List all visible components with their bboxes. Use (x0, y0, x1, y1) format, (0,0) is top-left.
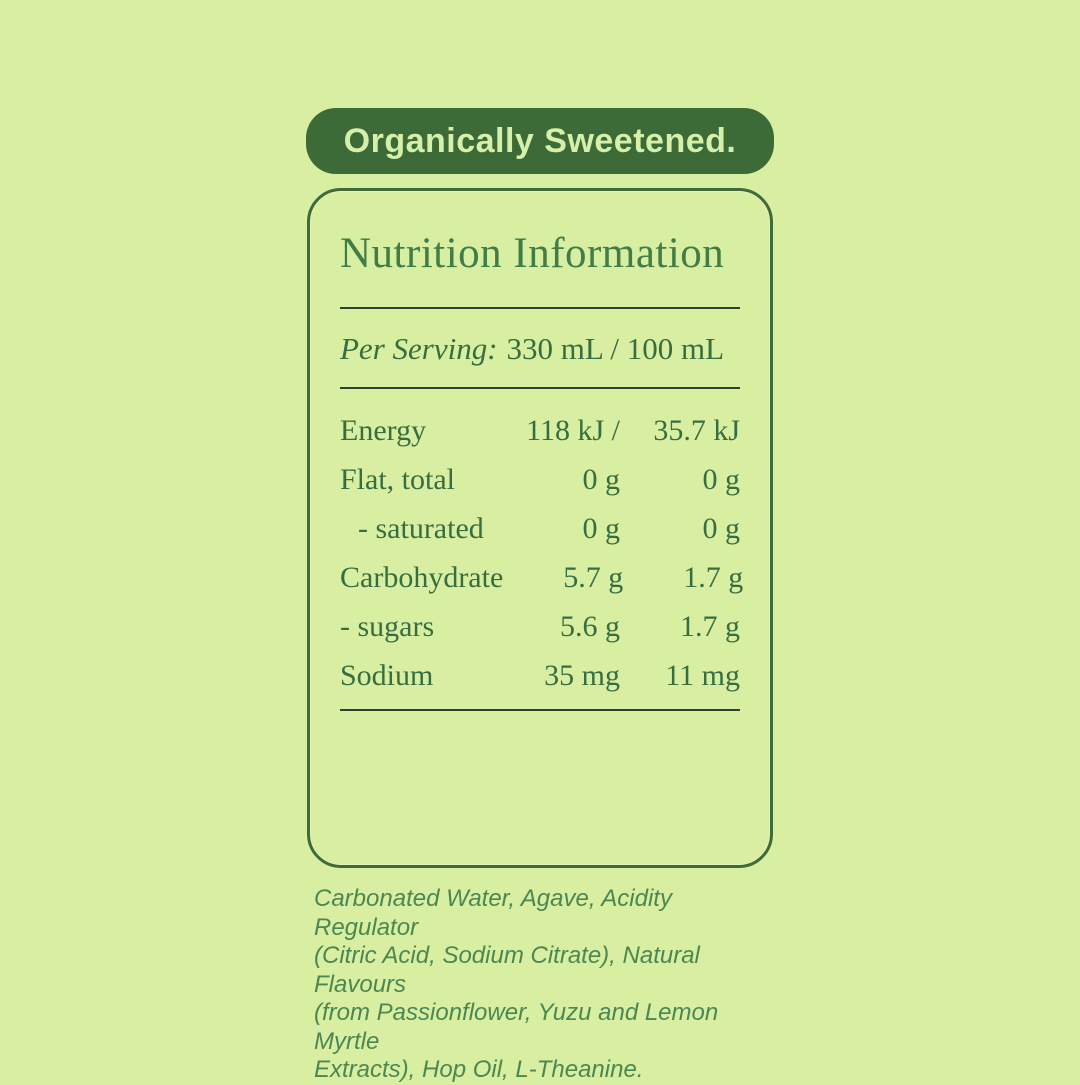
row-value-per-100ml: 1.7 g (680, 610, 740, 643)
row-label: Sodium (340, 659, 434, 692)
row-value-per-100ml: 11 mg (665, 659, 740, 692)
row-value-per-100ml: 1.7 g (683, 561, 744, 594)
badge-label: Organically Sweetened. (343, 121, 737, 160)
table-row-energy: Energy 118 kJ / 35.7 kJ (340, 415, 740, 446)
row-value-per-100ml: 35.7 kJ (653, 414, 740, 447)
per-serving-value: 330 mL / 100 mL (506, 331, 725, 366)
row-label: Flat, total (340, 463, 455, 496)
row-label: Energy (340, 414, 427, 447)
divider-top (340, 307, 740, 309)
per-serving-label: Per Serving: (340, 331, 498, 366)
table-row-fat-total: Flat, total 0 g 0 g (340, 464, 740, 495)
row-value-per-serving: 5.6 g (560, 610, 620, 643)
row-value-per-serving: 0 g (582, 512, 621, 545)
panel-title: Nutrition Information (340, 230, 725, 277)
row-value-per-100ml: 0 g (702, 512, 741, 545)
table-row-saturated: - saturated 0 g 0 g (340, 513, 740, 544)
ingredients-text: Carbonated Water, Agave, Acidity Regulat… (314, 885, 719, 1083)
row-value-per-serving: 5.7 g (563, 561, 624, 594)
divider-middle (340, 387, 740, 389)
content-column: Organically Sweetened. Nutrition Informa… (306, 0, 774, 1085)
organically-sweetened-badge: Organically Sweetened. (306, 108, 774, 174)
nutrition-table: Energy 118 kJ / 35.7 kJ Flat, total 0 g … (340, 415, 744, 691)
row-label: Carbohydrate (340, 561, 504, 594)
per-serving-line: Per Serving: 330 mL / 100 mL (340, 329, 740, 369)
row-value-per-serving: 0 g (582, 463, 621, 496)
row-value-per-100ml: 0 g (702, 463, 741, 496)
row-value-per-serving: 35 mg (544, 659, 620, 692)
row-value-per-serving: 118 kJ / (526, 414, 620, 447)
table-row-carbohydrate: Carbohydrate 5.7 g 1.7 g (340, 561, 744, 594)
table-row-sodium: Sodium 35 mg 11 mg (340, 660, 740, 691)
nutrition-panel: Nutrition Information Per Serving: 330 mL… (307, 188, 773, 868)
row-label: - sugars (340, 610, 435, 643)
table-row-sugars: - sugars 5.6 g 1.7 g (340, 611, 740, 642)
divider-bottom (340, 709, 740, 711)
row-label: - saturated (358, 512, 484, 545)
